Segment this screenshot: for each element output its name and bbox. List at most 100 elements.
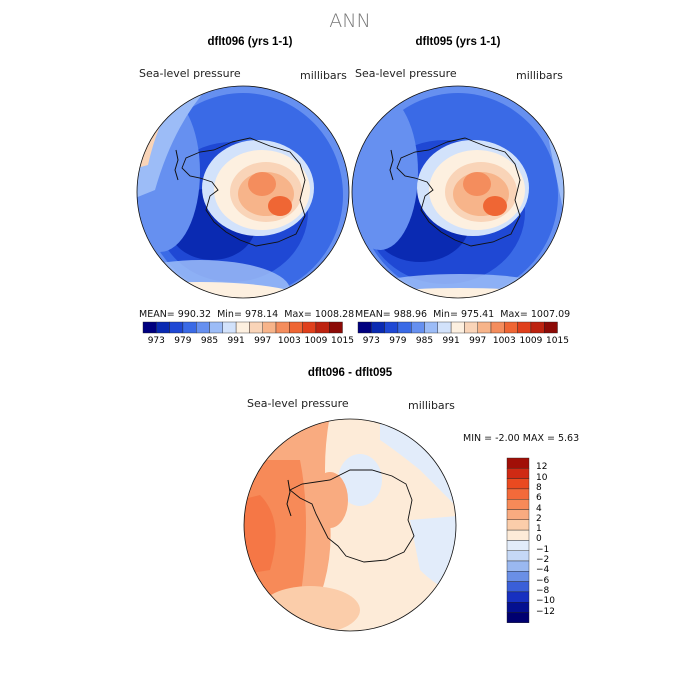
diff-max: 5.63 [557,433,580,444]
diff-colorbar-tick-label: −12 [536,606,555,617]
colorbar-swatch [302,321,317,334]
diff-colorbar-swatch [506,478,530,490]
diff-colorbar-tick-label: 2 [536,513,542,524]
diff-colorbar-swatch [506,602,530,613]
diff-variable: Sea-level pressure [247,397,349,410]
diff-colorbar-swatch [506,488,530,500]
diff-colorbar-tick-label: −6 [536,575,550,586]
colorbar-tick-label: 1009 [304,336,328,346]
colorbar-swatch [450,321,465,334]
panel1-title: dflt096 (yrs 1-1) [207,36,293,48]
panel2-mean-label: MEAN= [355,309,391,320]
colorbar-swatch [384,321,399,334]
panel1-min-label: Min= [217,309,242,320]
panel1-variable: Sea-level pressure [139,67,241,80]
colorbar-swatch [411,321,425,334]
diff-colorbar-tick-label: −4 [536,565,550,576]
colorbar-swatch [371,321,385,334]
map2-peninsula [389,149,394,181]
colorbar-tick-label: 991 [227,336,245,346]
diff-coastline [289,469,415,563]
colorbar-swatch [222,321,237,334]
map2-coastline [396,137,521,247]
diff-min-label: MIN = [463,433,493,444]
diff-colorbar-swatch [506,529,530,541]
colorbar-tick-label: 997 [254,336,272,346]
diff-colorbar-tick-label: 8 [536,482,542,493]
colorbar-tick-label: 1003 [277,336,301,346]
colorbar-tick-label: 1003 [492,336,516,346]
colorbar-swatch [262,321,277,334]
diff-colorbar-tick-label: 4 [536,503,542,514]
panel2-mean: 988.96 [393,309,428,320]
colorbar-tick-label: 1015 [546,336,569,346]
diff-units: millibars [408,399,455,412]
colorbar-swatch [544,321,558,334]
diff-map-border [243,418,457,632]
panel2-min: 975.41 [460,309,495,320]
colorbar-swatch [437,321,452,334]
colorbar-swatch [275,321,290,334]
colorbar-swatch [249,321,263,334]
panel1-mean-label: MEAN= [139,309,175,320]
colorbar-tick-label: 1015 [331,336,354,346]
diff-colorbar-tick-label: −10 [536,596,555,607]
colorbar-tick-label: 991 [442,336,460,346]
colorbar-tick-label: 1009 [519,336,543,346]
colorbar-swatch [169,321,184,334]
panel1-mean: 990.32 [177,309,212,320]
diff-colorbar-tick-label: −1 [536,544,550,555]
panel2-max: 1007.09 [530,309,571,320]
diff-colorbar-swatch [506,457,530,469]
panel1-stats: MEAN= 990.32 Min= 978.14 Max= 1008.28 [139,309,354,320]
colorbar-swatch [357,321,372,334]
colorbar-swatch [464,321,478,334]
diff-colorbar-swatch [506,499,530,510]
main-title: ANN [329,10,371,32]
diff-colorbar-swatch [506,612,530,624]
colorbar-swatch [530,321,545,334]
diff-colorbar [506,457,530,624]
panel2-variable: Sea-level pressure [355,67,457,80]
diff-colorbar-swatch [506,581,530,593]
colorbar-swatch [424,321,439,334]
map1 [137,86,349,298]
colorbar-tick-label: 973 [147,336,165,346]
colorbar-1 [142,321,343,334]
panel2-title: dflt095 (yrs 1-1) [415,36,501,48]
diff-colorbar-tick-label: 1 [536,524,542,535]
diff-colorbar-tick-label: 6 [536,493,542,504]
diff-peninsula [286,479,292,517]
colorbar-swatch [289,321,303,334]
panel2-stats: MEAN= 988.96 Min= 975.41 Max= 1007.09 [355,309,570,320]
diff-colorbar-swatch [506,509,530,521]
panel2-min-label: Min= [433,309,458,320]
diff-colorbar-swatch [506,571,530,582]
colorbar-swatch [329,321,343,334]
map2 [352,86,564,298]
diff-colorbar-swatch [506,519,530,531]
colorbar-swatch [142,321,157,334]
diff-min: -2.00 [495,433,520,444]
diff-colorbar-tick-label: −8 [536,585,550,596]
panel1-min: 978.14 [244,309,279,320]
colorbar-swatch [504,321,518,334]
panel1-units: millibars [300,69,347,82]
colorbar-swatch [209,321,224,334]
colorbar-swatch [195,321,210,334]
diff-colorbar-swatch [506,468,530,479]
colorbar-tick-label: 979 [174,336,192,346]
colorbar-tick-label: 985 [200,336,219,346]
diff-colorbar-tick-label: 10 [536,472,548,483]
map1-peninsula [174,149,179,181]
diff-max-label: MAX = [522,433,555,444]
colorbar-tick-label: 973 [362,336,380,346]
panel1-max: 1008.28 [314,309,355,320]
panel1-max-label: Max= [284,309,312,320]
colorbar-swatch [182,321,197,334]
colorbar-swatch [517,321,532,334]
panel2-max-label: Max= [500,309,528,320]
colorbar-swatch [315,321,330,334]
diff-colorbar-swatch [506,550,530,562]
